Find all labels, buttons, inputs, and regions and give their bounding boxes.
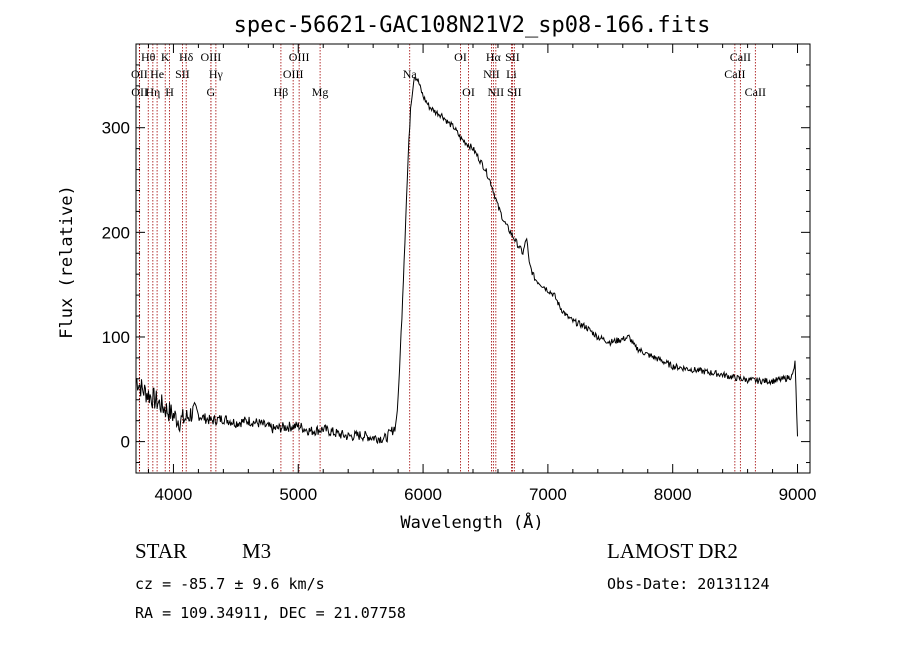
spectrum-line [135,76,798,445]
emission-line-label-24: SII [507,85,522,99]
x-tick-label: 6000 [404,485,442,504]
emission-line-label-26: CaII [724,67,745,81]
redshift-velocity: cz = -85.7 ± 9.6 km/s [135,575,325,593]
observation-date: Obs-Date: 20131124 [607,575,770,593]
survey-name: LAMOST DR2 [607,539,738,563]
emission-line-label-18: OI [462,85,475,99]
emission-line-label-10: Hγ [209,67,224,81]
emission-line-label-14: OIII [289,50,310,64]
x-tick-label: 8000 [654,485,692,504]
emission-line-label-20: NII [483,67,500,81]
y-axis-ticks: 0 100 200 300 [102,43,810,464]
coordinates: RA = 109.34911, DEC = 21.07758 [135,604,406,622]
emission-line-label-15: Mg [312,85,329,99]
chart-title: spec-56621-GAC108N21V2_sp08-166.fits [234,13,711,38]
emission-line-label-7: SII [175,67,190,81]
y-tick-label: 200 [102,223,130,242]
x-tick-label: 9000 [779,485,817,504]
emission-line-label-13: OIII [283,67,304,81]
emission-line-label-1: OII [131,85,148,99]
emission-line-markers [138,44,756,473]
emission-line-label-17: OI [454,50,467,64]
emission-line-label-9: OIII [201,50,222,64]
emission-line-label-25: CaII [730,50,751,64]
emission-line-label-23: Li [506,67,517,81]
emission-line-label-6: H [165,85,174,99]
x-axis-label: Wavelength (Å) [400,511,543,533]
emission-line-label-11: G [207,85,216,99]
emission-line-label-5: K [161,50,170,64]
plot-frame [135,43,811,474]
x-tick-label: 4000 [155,485,193,504]
y-tick-label: 300 [102,119,130,138]
emission-line-label-0: OII [131,67,148,81]
y-tick-label: 0 [121,433,130,452]
y-axis-label: Flux (relative) [57,185,77,339]
emission-line-label-12: Hβ [274,85,289,99]
emission-line-label-4: He [150,67,164,81]
emission-line-label-19: Hα [486,50,502,64]
object-subclass: M3 [242,539,272,563]
x-axis-ticks: 4000 5000 6000 7000 8000 9000 [147,44,817,504]
y-tick-label: 100 [102,328,130,347]
x-tick-label: 7000 [529,485,567,504]
emission-line-label-21: NII [488,85,505,99]
emission-line-label-16: Na [403,67,418,81]
emission-line-label-22: SII [505,50,520,64]
object-type: STAR [135,539,187,563]
emission-line-label-27: CaII [745,85,766,99]
emission-line-label-8: Hδ [179,50,194,64]
emission-line-label-3: Hη [145,85,160,99]
emission-line-label-2: Hθ [141,50,156,64]
x-tick-label: 5000 [279,485,317,504]
